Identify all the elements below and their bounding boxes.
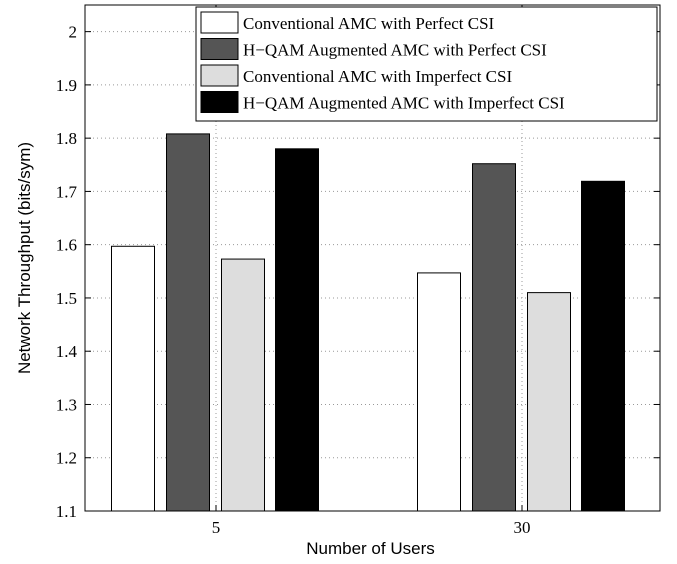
bar bbox=[111, 245, 155, 512]
legend-label: Conventional AMC with Perfect CSI bbox=[243, 14, 495, 33]
y-tick-label: 1.8 bbox=[56, 129, 77, 148]
y-tick-label: 2 bbox=[69, 23, 78, 42]
y-tick-label: 1.6 bbox=[56, 236, 77, 255]
y-tick-label: 1.4 bbox=[56, 342, 78, 361]
legend-swatch bbox=[200, 11, 239, 34]
legend: Conventional AMC with Perfect CSI H−QAM A… bbox=[195, 6, 658, 122]
x-axis-label: Number of Users bbox=[306, 539, 434, 558]
legend-swatch bbox=[200, 91, 239, 113]
legend-label: H−QAM Augmented AMC with Perfect CSI bbox=[243, 41, 547, 60]
y-tick-label: 1.5 bbox=[56, 289, 77, 308]
legend-label: H−QAM Augmented AMC with Imperfect CSI bbox=[243, 94, 565, 113]
y-tick-label: 1.2 bbox=[56, 449, 77, 468]
y-tick-label: 1.9 bbox=[56, 76, 77, 95]
bar bbox=[527, 292, 571, 512]
bar bbox=[472, 163, 516, 512]
bars bbox=[111, 133, 625, 512]
y-tick-label: 1.1 bbox=[56, 502, 77, 521]
bar bbox=[417, 272, 461, 512]
bar bbox=[581, 180, 625, 512]
bar bbox=[166, 133, 210, 512]
y-tick-label: 1.3 bbox=[56, 395, 77, 414]
plot-frame bbox=[84, 4, 661, 512]
axis-ticks: 5 30 1.1 1.2 1.3 1.4 1.5 1.6 1.7 1.8 1.9 2 bbox=[56, 5, 660, 537]
y-tick-label: 1.7 bbox=[56, 182, 78, 201]
legend-label: Conventional AMC with Imperfect CSI bbox=[243, 67, 512, 86]
x-tick-label: 30 bbox=[514, 518, 531, 537]
x-tick-label: 5 bbox=[212, 518, 221, 537]
y-axis-label: Network Throughput (bits/sym) bbox=[15, 142, 34, 374]
bar bbox=[221, 258, 265, 512]
legend-swatch bbox=[200, 38, 239, 60]
legend-swatch bbox=[200, 64, 239, 87]
legend-box bbox=[195, 6, 658, 122]
bar bbox=[275, 148, 319, 512]
